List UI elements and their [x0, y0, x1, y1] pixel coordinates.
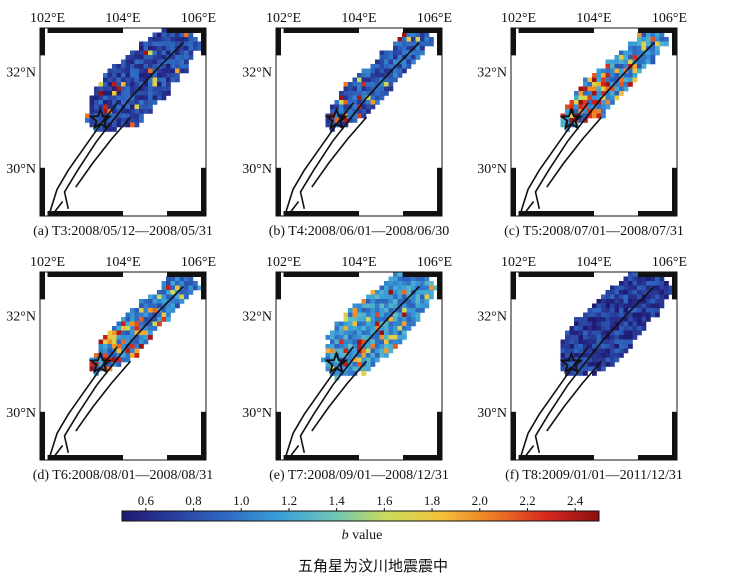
colorbar-tick-label: 2.4 — [567, 493, 584, 508]
colorbar-tick-label: 0.8 — [185, 493, 201, 508]
fault-line — [75, 360, 132, 432]
y-tick-label: 32°N — [242, 65, 272, 80]
fault-line — [54, 445, 64, 456]
panel-caption: (b) T4:2008/06/01—2008/06/30 — [269, 224, 450, 239]
b-value-grid — [85, 28, 203, 132]
panel-caption: (a) T3:2008/05/12—2008/05/31 — [33, 224, 213, 239]
fault-line — [311, 116, 368, 188]
map-panel-f: 102°E 104°E 106°E 32°N 30°N (f) T8:2009/01/01… — [477, 255, 687, 483]
colorbar-label: b value — [342, 528, 383, 543]
fault-line — [519, 102, 589, 214]
colorbar-tick-label: 1.0 — [233, 493, 249, 508]
x-tick-label: 102°E — [30, 11, 65, 26]
colorbar-tick-label: 1.8 — [424, 493, 440, 508]
fault-line — [284, 102, 354, 214]
fault-line — [525, 445, 535, 456]
x-tick-label: 106°E — [417, 11, 452, 26]
fault-line — [519, 346, 589, 458]
colorbar-tick-label: 1.6 — [376, 493, 393, 508]
colorbar-gradient — [121, 510, 600, 522]
colorbar-tick-label: 1.2 — [281, 493, 297, 508]
x-tick-label: 102°E — [501, 11, 536, 26]
fault-line — [546, 116, 603, 188]
fault-line — [48, 346, 118, 458]
fault-line — [299, 41, 420, 209]
x-tick-label: 106°E — [417, 255, 452, 270]
fault-line — [75, 116, 132, 188]
fault-line — [290, 201, 300, 212]
x-tick-label: 102°E — [30, 255, 65, 270]
y-tick-label: 32°N — [6, 65, 36, 80]
y-tick-label: 32°N — [6, 309, 36, 324]
epicenter-star-icon — [324, 351, 349, 374]
b-value-grid — [321, 272, 439, 381]
b-value-grid — [560, 272, 674, 376]
x-tick-label: 102°E — [501, 255, 536, 270]
y-tick-label: 32°N — [242, 309, 272, 324]
epicenter-star-icon — [88, 351, 113, 374]
fault-line — [54, 201, 64, 212]
panel-caption: (d) T6:2008/08/01—2008/08/31 — [33, 468, 214, 483]
map-panel-c: 102°E 104°E 106°E 32°N 30°N (c) T5:2008/07/01… — [477, 11, 687, 239]
y-tick-label: 30°N — [6, 162, 36, 177]
colorbar-tick-label: 1.4 — [329, 493, 346, 508]
epicenter-star-icon — [324, 107, 349, 130]
map-panel-b: 102°E 104°E 106°E 32°N 30°N (b) T4:2008/06/01… — [242, 11, 452, 239]
panel-caption: (c) T5:2008/07/01—2008/07/31 — [504, 224, 684, 239]
epicenter-star-icon — [88, 107, 113, 130]
panel-caption: (e) T7:2008/09/01—2008/12/31 — [269, 468, 449, 483]
fault-line — [534, 285, 655, 453]
fault-line — [546, 360, 603, 432]
colorbar-tick-label: 2.2 — [519, 493, 535, 508]
footer-caption: 五角星为汶川地震震中 — [297, 557, 448, 575]
colorbar-tick-label: 2.0 — [472, 493, 488, 508]
x-tick-label: 104°E — [105, 255, 140, 270]
y-tick-label: 32°N — [477, 309, 507, 324]
x-tick-label: 104°E — [576, 11, 611, 26]
colorbar: 0.6 0.8 1.0 1.2 1.4 1.6 1.8 2.0 2.2 2.4 b value — [121, 493, 600, 543]
x-tick-label: 102°E — [266, 11, 301, 26]
y-tick-label: 30°N — [242, 162, 272, 177]
y-tick-label: 30°N — [477, 162, 507, 177]
x-tick-label: 106°E — [652, 11, 687, 26]
colorbar-tick-label: 0.6 — [138, 493, 155, 508]
x-tick-label: 104°E — [576, 255, 611, 270]
map-panel-d: 102°E 104°E 106°E 32°N 30°N (d) T6:2008/08/01… — [6, 255, 216, 483]
fault-line — [534, 41, 655, 209]
x-tick-label: 102°E — [266, 255, 301, 270]
epicenter-star-icon — [559, 351, 584, 374]
fault-line — [525, 201, 535, 212]
fault-line — [290, 445, 300, 456]
fault-line — [63, 41, 184, 209]
x-tick-label: 104°E — [341, 11, 376, 26]
map-panel-e: 102°E 104°E 106°E 32°N 30°N (e) T7:2008/09/01… — [242, 255, 452, 483]
fault-line — [311, 360, 368, 432]
x-tick-label: 104°E — [105, 11, 140, 26]
y-tick-label: 30°N — [477, 406, 507, 421]
epicenter-star-icon — [559, 107, 584, 130]
x-tick-label: 106°E — [181, 11, 216, 26]
panel-caption: (f) T8:2009/01/01—2011/12/31 — [505, 468, 683, 483]
y-tick-label: 30°N — [242, 406, 272, 421]
x-tick-label: 106°E — [181, 255, 216, 270]
fault-line — [284, 346, 354, 458]
fault-line — [299, 285, 420, 453]
fault-line — [48, 102, 118, 214]
map-panel-a: 102°E 104°E 106°E 32°N 30°N (a) T3:2008/05/12… — [6, 11, 216, 239]
fault-line — [63, 285, 184, 453]
y-tick-label: 30°N — [6, 406, 36, 421]
y-tick-label: 32°N — [477, 65, 507, 80]
x-tick-label: 104°E — [341, 255, 376, 270]
x-tick-label: 106°E — [652, 255, 687, 270]
